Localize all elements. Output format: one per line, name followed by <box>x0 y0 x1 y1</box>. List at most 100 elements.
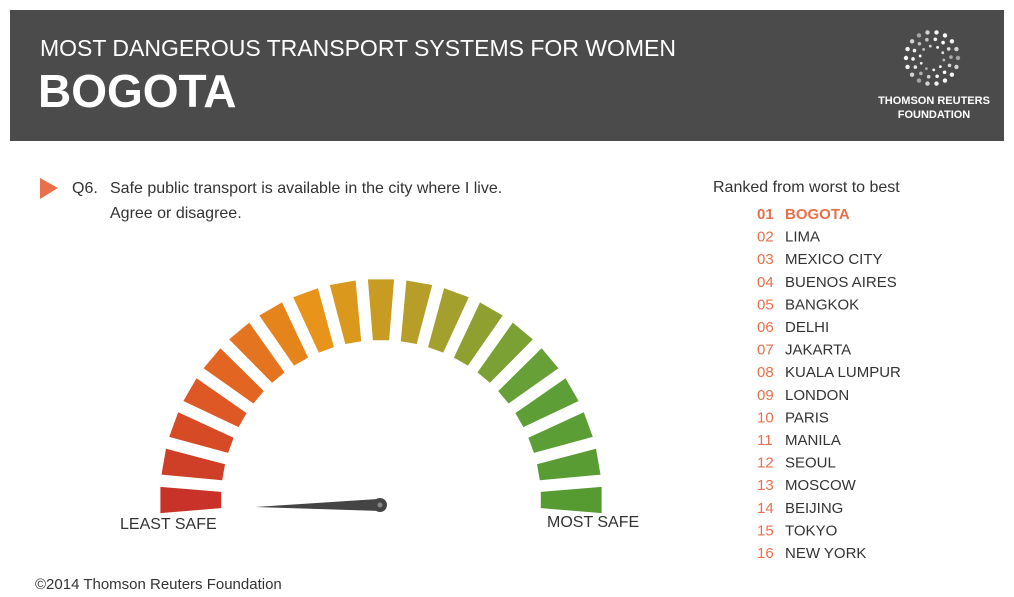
logo-dot <box>941 40 945 45</box>
ranking-heading: Ranked from worst to best <box>713 179 900 196</box>
rank-number: 08 <box>757 364 774 381</box>
gauge-segment <box>367 279 395 341</box>
gauge-segment <box>183 378 247 428</box>
rank-city: PARIS <box>785 409 829 426</box>
rank-city: BOGOTA <box>785 206 850 223</box>
logo-dot <box>911 57 915 61</box>
logo-dot <box>919 71 923 76</box>
logo-dot <box>949 72 955 77</box>
logo-dot <box>942 78 948 83</box>
rank-number: 06 <box>757 319 774 336</box>
logo-dot <box>938 65 942 69</box>
rank-city: MEXICO CITY <box>785 251 883 268</box>
logo-dot <box>946 47 951 51</box>
gauge-segment <box>160 486 222 514</box>
rank-city: BEIJING <box>785 500 843 517</box>
gauge-segment <box>169 412 234 453</box>
rank-number: 01 <box>757 206 774 223</box>
gauge-segment <box>515 378 579 428</box>
rank-number: 11 <box>757 432 773 449</box>
logo-icon <box>903 30 961 86</box>
rank-city: TOKYO <box>785 522 837 539</box>
rank-number: 05 <box>757 296 774 313</box>
logo-dot <box>942 70 947 75</box>
rank-city: BANGKOK <box>785 296 859 313</box>
logo-text: THOMSON REUTERS <box>878 95 990 107</box>
rank-city: MANILA <box>785 432 841 449</box>
logo-dot <box>912 48 917 53</box>
gauge-segment <box>428 288 469 353</box>
gauge-segment <box>329 280 362 344</box>
rank-number: 15 <box>757 522 774 539</box>
logo-dot <box>922 47 926 51</box>
rank-city: KUALA LUMPUR <box>785 364 901 381</box>
gauge-segment <box>537 448 601 481</box>
logo-dot <box>947 63 952 68</box>
needle-pivot-dot <box>377 502 383 508</box>
header-subtitle: MOST DANGEROUS TRANSPORT SYSTEMS FOR WOM… <box>40 35 676 61</box>
rank-number: 09 <box>757 387 774 404</box>
logo-dot <box>919 61 923 65</box>
logo-dot <box>918 54 922 58</box>
footer: ©2014 Thomson Reuters Foundation <box>35 576 282 592</box>
rank-city: LONDON <box>785 387 849 404</box>
logo-dot <box>949 39 955 44</box>
logo-dot <box>916 33 922 38</box>
logo-dot <box>917 41 922 46</box>
logo-dot <box>909 72 915 77</box>
rank-number: 14 <box>757 500 774 517</box>
rank-number: 12 <box>757 455 774 472</box>
logo-dot <box>916 78 922 83</box>
gauge-segment <box>161 448 225 481</box>
rank-number: 16 <box>757 545 774 562</box>
logo-dot <box>935 74 939 79</box>
gauge <box>160 279 602 514</box>
logo-dot <box>909 39 915 44</box>
logo-dot <box>925 81 930 86</box>
gauge-segment <box>453 302 503 366</box>
logo-dot <box>949 55 953 59</box>
rank-number: 07 <box>757 342 774 359</box>
gauge-segment <box>259 302 309 366</box>
rank-city: NEW YORK <box>785 545 866 562</box>
logo-dot <box>955 55 961 61</box>
logo-dot <box>905 46 910 52</box>
logo-dot <box>905 64 910 70</box>
rank-number: 03 <box>757 251 774 268</box>
rank-number: 04 <box>757 274 774 291</box>
gauge-segment <box>293 288 334 353</box>
logo-dot <box>934 30 939 35</box>
header-bar <box>10 10 1004 141</box>
logo-dot <box>942 58 946 62</box>
question-text: Agree or disagree. <box>110 205 242 222</box>
rank-number: 10 <box>757 409 774 426</box>
logo-dot <box>925 30 930 35</box>
logo-dot <box>954 46 959 52</box>
rank-city: BUENOS AIRES <box>785 274 897 291</box>
header-title: BOGOTA <box>38 65 236 117</box>
logo-dot <box>928 44 932 48</box>
gauge-segment <box>540 486 602 514</box>
logo-dot <box>932 68 936 72</box>
gauge-max-label: MOST SAFE <box>547 514 639 531</box>
logo-dot <box>941 51 945 55</box>
logo-dot <box>942 33 948 38</box>
rank-number: 13 <box>757 477 774 494</box>
logo-dot <box>925 37 929 42</box>
logo-dot <box>933 37 938 42</box>
rank-city: SEOUL <box>785 455 836 472</box>
logo-dot <box>936 45 940 49</box>
logo-dot <box>926 74 931 79</box>
gauge-segment <box>400 280 433 344</box>
logo-dot <box>934 81 939 86</box>
logo-dot <box>924 67 928 71</box>
logo-dot <box>903 55 909 61</box>
rank-city: JAKARTA <box>785 342 851 359</box>
logo-dot <box>913 65 918 69</box>
gauge-segment <box>498 348 559 404</box>
rank-city: LIMA <box>785 229 820 246</box>
gauge-segment <box>203 348 264 404</box>
logo-text: FOUNDATION <box>898 109 971 121</box>
gauge-segment <box>229 322 285 383</box>
